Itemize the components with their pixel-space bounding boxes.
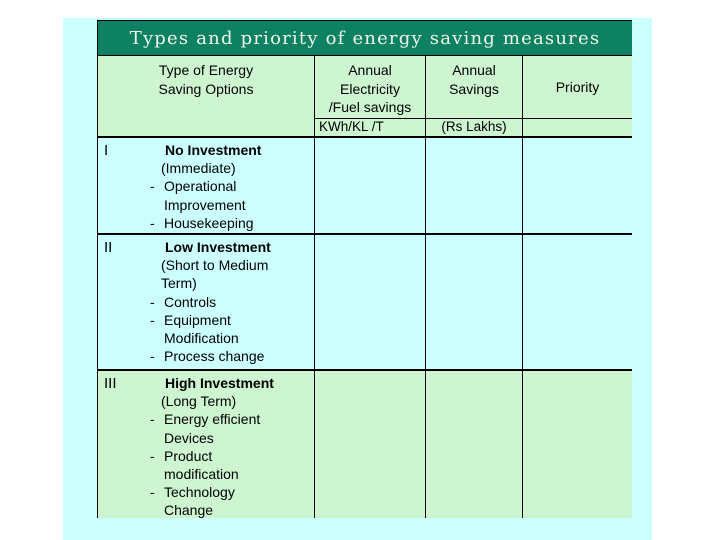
header-priority-label: Priority	[555, 78, 600, 95]
slide-panel: Types and priority of energy saving meas…	[63, 18, 652, 540]
cell-electricity-1	[314, 138, 425, 233]
header-type-of-energy-label: Type of Energy Saving Options	[158, 62, 254, 97]
list-item: - Product modification	[148, 447, 288, 483]
cell-priority-1	[522, 138, 632, 233]
cell-priority-2	[522, 235, 632, 369]
subheader-priority-spacer	[522, 118, 632, 136]
subheader-savings-unit: (Rs Lakhs)	[425, 118, 522, 136]
subheader-row: KWh/KL /T (Rs Lakhs)	[98, 118, 632, 136]
row-title-1: No Investment	[165, 142, 262, 158]
item-text: Energy efficient Devices	[164, 411, 261, 446]
header-annual-electricity: Annual Electricity /Fuel savings	[314, 56, 425, 118]
bullet-dash: -	[150, 348, 155, 365]
table-title: Types and priority of energy saving meas…	[129, 27, 601, 49]
subheader-type-spacer	[98, 118, 314, 136]
cell-electricity-2	[314, 235, 425, 369]
bullet-dash: -	[150, 178, 155, 195]
row-subtitle-1: (Immediate)	[161, 160, 236, 177]
row-content-2: Low Investment (Short to Medium Term) - …	[148, 238, 288, 365]
list-item: - Controls	[148, 293, 288, 311]
bullet-dash: -	[150, 293, 155, 310]
row-numeral-2: II	[104, 239, 113, 256]
header-annual-savings: Annual Savings	[425, 56, 522, 118]
row-low-investment: II Low Investment (Short to Medium Term)…	[98, 233, 632, 369]
header-row: Type of Energy Saving Options Annual Ele…	[98, 56, 632, 118]
header-type-of-energy: Type of Energy Saving Options	[98, 56, 314, 118]
item-text: Product modification	[164, 447, 239, 483]
bullet-dash: -	[150, 411, 155, 428]
list-item: - Equipment Modification	[148, 311, 288, 347]
header-annual-electricity-label: Annual Electricity /Fuel savings	[328, 62, 412, 115]
row-subtitle-2: (Short to Medium Term)	[161, 257, 269, 292]
item-text: Operational Improvement	[164, 178, 246, 213]
row-numeral-1: I	[104, 142, 109, 159]
cell-electricity-3	[314, 371, 425, 518]
header-annual-savings-label: Annual Savings	[449, 62, 499, 97]
list-item: - Housekeeping	[148, 214, 288, 232]
cell-type-1: I No Investment (Immediate) - Operationa…	[98, 138, 314, 233]
row-title-3: High Investment	[165, 375, 274, 391]
row-title-2: Low Investment	[165, 239, 271, 255]
row-numeral-3: III	[104, 375, 117, 392]
list-item: - Energy efficient Devices	[148, 410, 288, 446]
row-content-3: High Investment (Long Term) - Energy eff…	[148, 374, 288, 518]
cell-type-3: III High Investment (Long Term) - Energy…	[98, 371, 314, 518]
header-priority: Priority	[522, 56, 632, 118]
subheader-electricity-unit: KWh/KL /T	[314, 118, 425, 136]
list-item: - Process change	[148, 347, 288, 365]
row-subtitle-3: (Long Term)	[161, 393, 237, 410]
table-title-bar: Types and priority of energy saving meas…	[98, 21, 632, 56]
bullet-dash: -	[150, 311, 155, 328]
cell-savings-1	[425, 138, 522, 233]
list-item: - Technology Change	[148, 483, 288, 518]
item-text: Technology Change	[164, 484, 235, 518]
cell-priority-3	[522, 371, 632, 518]
item-text: Controls	[164, 293, 217, 310]
bullet-dash: -	[150, 447, 155, 464]
cell-savings-3	[425, 371, 522, 518]
row-no-investment: I No Investment (Immediate) - Operationa…	[98, 136, 632, 233]
row-content-1: No Investment (Immediate) - Operational …	[148, 141, 288, 232]
bullet-dash: -	[150, 214, 155, 231]
cell-savings-2	[425, 235, 522, 369]
item-text: Equipment Modification	[164, 311, 239, 347]
bullet-dash: -	[150, 484, 155, 501]
item-text: Housekeeping	[164, 214, 254, 231]
item-text: Process change	[164, 348, 265, 365]
row-high-investment: III High Investment (Long Term) - Energy…	[98, 369, 632, 518]
list-item: - Operational Improvement	[148, 177, 288, 213]
energy-measures-table: Types and priority of energy saving meas…	[97, 20, 632, 518]
cell-type-2: II Low Investment (Short to Medium Term)…	[98, 235, 314, 369]
